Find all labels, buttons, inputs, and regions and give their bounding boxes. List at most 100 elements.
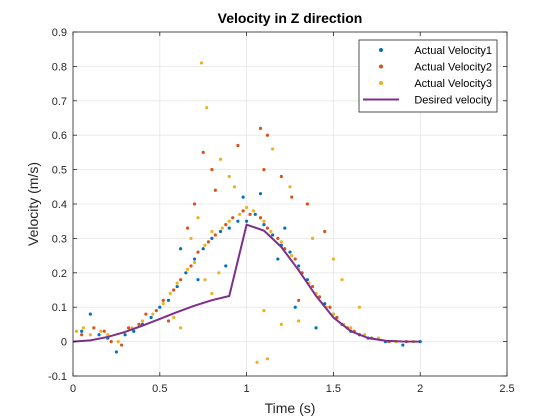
data-point — [92, 326, 96, 330]
legend-marker — [379, 81, 383, 85]
data-point — [166, 319, 171, 323]
data-point — [99, 329, 103, 333]
data-point — [238, 212, 242, 216]
data-point — [331, 312, 335, 316]
data-point — [265, 357, 270, 361]
x-tick-label: 2 — [417, 383, 423, 395]
data-point — [227, 226, 231, 230]
data-point — [227, 174, 231, 179]
data-point — [217, 271, 221, 275]
data-point — [166, 298, 171, 302]
data-point — [290, 195, 294, 199]
data-point — [158, 305, 162, 309]
data-point — [357, 305, 362, 309]
data-point — [205, 106, 209, 110]
data-point — [192, 257, 197, 261]
data-point — [172, 288, 176, 292]
data-point — [241, 195, 245, 199]
legend-item: Actual Velocity1 — [379, 45, 492, 57]
data-point — [196, 250, 200, 254]
data-point — [271, 233, 275, 237]
x-tick-label: 0.5 — [152, 383, 167, 395]
data-point — [232, 185, 237, 189]
y-tick-label: 0.2 — [52, 268, 67, 280]
y-axis-label: Velocity (m/s) — [25, 162, 41, 246]
data-point — [297, 298, 301, 302]
data-point — [154, 309, 158, 313]
data-point — [161, 302, 165, 306]
data-point — [265, 226, 270, 230]
series-layer — [72, 61, 422, 364]
y-tick-label: 0.5 — [52, 165, 67, 177]
data-point — [262, 223, 266, 227]
legend-label: Actual Velocity3 — [414, 78, 492, 90]
data-point — [248, 212, 252, 216]
data-point — [310, 284, 315, 289]
y-tick-label: -0.1 — [48, 371, 67, 383]
data-point — [88, 312, 92, 316]
legend-label: Desired velocity — [414, 95, 492, 107]
data-point — [293, 257, 297, 261]
series-2 — [80, 126, 408, 347]
data-point — [88, 333, 92, 337]
data-point — [179, 278, 183, 282]
data-point — [323, 229, 327, 234]
y-tick-label: 0.6 — [52, 130, 67, 142]
data-point — [196, 278, 200, 282]
data-point — [144, 312, 148, 316]
data-point — [258, 126, 263, 130]
data-point — [179, 247, 183, 251]
data-point — [184, 271, 188, 275]
y-tick-label: 0.8 — [52, 61, 67, 73]
data-point — [262, 309, 266, 313]
data-point — [262, 219, 266, 223]
data-point — [201, 150, 205, 154]
data-point — [81, 326, 86, 330]
data-point — [258, 192, 263, 196]
data-point — [210, 236, 214, 240]
data-point — [245, 205, 249, 210]
data-point — [310, 236, 315, 240]
y-tick-label: 0.4 — [52, 199, 67, 211]
data-point — [288, 185, 292, 189]
data-point — [241, 209, 245, 213]
x-tick-label: 1 — [244, 383, 250, 395]
data-point — [220, 226, 224, 230]
data-point — [97, 333, 101, 337]
data-point — [179, 326, 183, 330]
data-point — [189, 236, 193, 240]
x-axis-label: Time (s) — [265, 400, 316, 416]
data-point — [305, 202, 309, 206]
data-point — [203, 278, 207, 282]
data-point — [189, 264, 193, 268]
data-point — [258, 216, 263, 220]
data-point — [80, 329, 84, 333]
data-point — [123, 333, 127, 337]
data-point — [109, 340, 113, 344]
data-point — [271, 147, 275, 151]
data-point — [265, 133, 270, 137]
data-point — [151, 312, 155, 316]
data-point — [206, 240, 211, 244]
data-point — [210, 168, 214, 172]
x-tick-label: 2.5 — [499, 383, 514, 395]
y-tick-label: 0.7 — [52, 96, 67, 108]
tick-marks — [72, 31, 508, 377]
data-point — [314, 326, 318, 330]
data-point — [335, 315, 339, 320]
data-point — [161, 298, 165, 302]
data-point — [213, 233, 217, 237]
data-point — [279, 174, 283, 179]
data-point — [210, 291, 214, 296]
data-point — [251, 209, 256, 213]
data-point — [203, 243, 207, 247]
data-point — [297, 264, 301, 268]
legend-item: Actual Velocity2 — [379, 62, 492, 74]
data-point — [269, 229, 273, 234]
data-point — [126, 326, 131, 330]
data-point — [293, 305, 297, 309]
data-point — [288, 250, 292, 254]
data-point — [106, 333, 110, 337]
data-point — [185, 267, 190, 271]
